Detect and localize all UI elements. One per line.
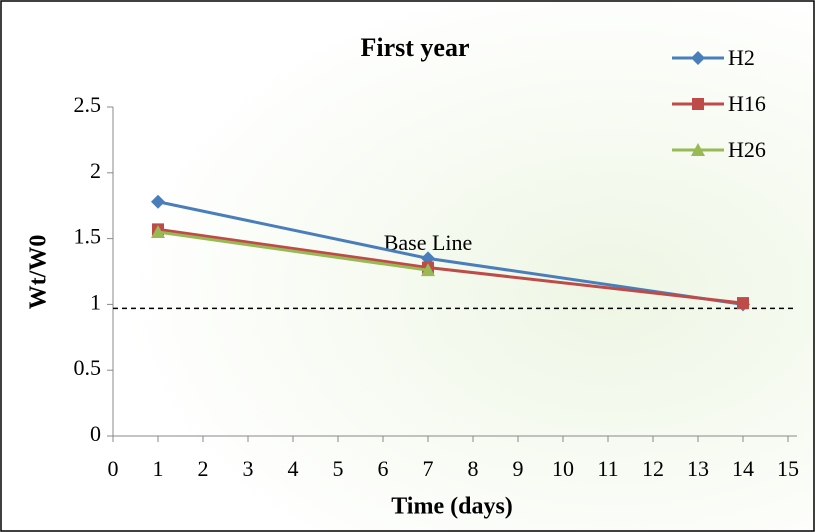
x-tick-label: 1 [153, 456, 164, 481]
x-tick-label: 5 [333, 456, 344, 481]
x-tick-label: 11 [597, 456, 618, 481]
legend-label: H26 [728, 137, 766, 162]
x-tick-label: 12 [642, 456, 664, 481]
marker [737, 297, 749, 310]
y-tick-label: 2 [90, 158, 101, 183]
x-axis-label: Time (days) [391, 494, 513, 520]
x-tick-label: 8 [468, 456, 479, 481]
legend-label: H16 [728, 91, 766, 116]
marker [151, 225, 165, 239]
x-tick-label: 6 [378, 456, 389, 481]
y-tick-label: 1.5 [74, 224, 102, 249]
y-tick-label: 0.5 [74, 355, 102, 380]
y-tick-label: 1 [90, 289, 101, 314]
x-tick-label: 3 [243, 456, 254, 481]
legend-marker [691, 51, 705, 65]
x-tick-label: 15 [777, 456, 799, 481]
x-tick-label: 9 [513, 456, 524, 481]
legend-marker [692, 98, 704, 110]
x-tick-label: 0 [108, 456, 119, 481]
x-tick-label: 7 [423, 456, 434, 481]
y-tick-label: 0 [90, 421, 101, 446]
chart-title: First year [360, 33, 469, 62]
x-tick-label: 2 [198, 456, 209, 481]
legend-label: H2 [728, 45, 755, 70]
y-axis-label: Wt/W0 [26, 235, 52, 310]
legend-marker [691, 143, 705, 156]
marker [421, 263, 435, 277]
x-tick-label: 14 [732, 456, 754, 481]
marker [151, 194, 165, 209]
x-tick-label: 13 [687, 456, 709, 481]
x-tick-label: 10 [552, 456, 574, 481]
y-tick-label: 2.5 [74, 92, 102, 117]
series-line [157, 230, 429, 272]
x-tick-label: 4 [288, 456, 299, 481]
